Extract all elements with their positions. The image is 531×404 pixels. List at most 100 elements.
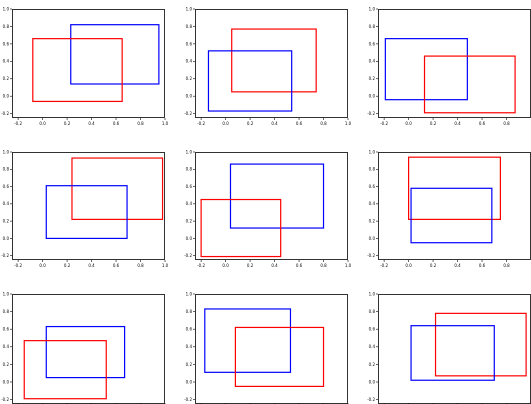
blue-box bbox=[204, 308, 292, 373]
blue-box bbox=[45, 325, 126, 379]
y-tick-label: 0.2 bbox=[369, 362, 376, 367]
y-tick-label: 0.2 bbox=[3, 362, 10, 367]
y-tick-label: 0.8 bbox=[186, 24, 193, 29]
y-tick-label: 0.2 bbox=[186, 76, 193, 81]
x-tick-label: 0.8 bbox=[503, 121, 510, 126]
x-tick-label: 0.2 bbox=[64, 263, 71, 268]
y-tick-label: -0.2 bbox=[367, 397, 375, 402]
y-tick-label: 1.0 bbox=[3, 6, 10, 11]
x-tick-label: 0.6 bbox=[113, 263, 120, 268]
x-tick-label: 0.6 bbox=[479, 121, 486, 126]
x-tick-label: 0.4 bbox=[88, 121, 95, 126]
axes-frame bbox=[378, 9, 531, 118]
box-group bbox=[384, 38, 516, 114]
y-tick-label: 0.2 bbox=[3, 219, 10, 224]
panel-6: -0.2 0.0 0.2 0.4 0.6 0.8 1.0 -0.2 0.0 0.2 0.4 0.6 0.… bbox=[367, 149, 531, 268]
panel-5: -0.2 0.0 0.2 0.4 0.6 0.8 1.0 -0.2 0.0 0.2 0.4 0.6 0.… bbox=[184, 149, 351, 268]
box-group bbox=[45, 157, 164, 239]
x-tick-label: 0.8 bbox=[320, 121, 327, 126]
x-tick-label: 0.0 bbox=[222, 121, 229, 126]
y-tick-label: 1.0 bbox=[369, 291, 376, 296]
y-tick-label: 0.6 bbox=[186, 184, 193, 189]
y-tick-label: 0.4 bbox=[186, 59, 193, 64]
x-tick-label: 0.4 bbox=[454, 121, 461, 126]
y-tick-label: 0.6 bbox=[3, 184, 10, 189]
y-tick-label: 0.6 bbox=[186, 327, 193, 332]
x-tick-label: 0.4 bbox=[271, 121, 278, 126]
y-tick-label: 0.8 bbox=[3, 24, 10, 29]
x-tick-label: -0.2 bbox=[380, 263, 388, 268]
red-box bbox=[200, 198, 282, 258]
y-tick-label: 1.0 bbox=[369, 149, 376, 154]
y-tick-label: 1.0 bbox=[3, 291, 10, 296]
y-tick-label: 0.4 bbox=[369, 201, 376, 206]
axes-frame bbox=[12, 294, 165, 404]
y-tick-label: 0.4 bbox=[3, 201, 10, 206]
x-tick-label: 0.8 bbox=[137, 121, 144, 126]
y-tick-label: 0.8 bbox=[186, 309, 193, 314]
y-tick-label: 0.8 bbox=[369, 24, 376, 29]
y-tick-label: -0.2 bbox=[1, 397, 9, 402]
y-tick-label: 0.2 bbox=[3, 76, 10, 81]
y-tick-label: 0.4 bbox=[369, 344, 376, 349]
panel-3: -0.2 0.0 0.2 0.4 0.6 0.8 1.0 -0.2 0.0 0.2 0.4 0.6 0.… bbox=[367, 6, 531, 126]
y-tick-label: 0.0 bbox=[3, 236, 10, 241]
panel-1: -0.2 0.0 0.2 0.4 0.6 0.8 1.0 -0.2 0.0 0.2 0.4 0.6 0.… bbox=[1, 6, 168, 126]
x-tick-label: 0.0 bbox=[405, 263, 412, 268]
axes-frame bbox=[195, 152, 348, 260]
y-tick-label: 0.0 bbox=[186, 379, 193, 384]
box-group bbox=[204, 308, 325, 388]
box-group bbox=[32, 24, 160, 103]
red-box bbox=[32, 38, 123, 103]
panel-4: -0.2 0.0 0.2 0.4 0.6 0.8 1.0 -0.2 0.0 0.2 0.4 0.6 0.… bbox=[1, 149, 168, 268]
y-tick-label: 0.4 bbox=[3, 59, 10, 64]
y-tick-label: 0.2 bbox=[369, 76, 376, 81]
y-tick-label: -0.2 bbox=[367, 253, 375, 258]
blue-box bbox=[229, 163, 325, 229]
red-box bbox=[23, 340, 107, 400]
x-tick-label: 0.8 bbox=[137, 263, 144, 268]
y-tick-label: 1.0 bbox=[186, 149, 193, 154]
y-tick-label: -0.2 bbox=[1, 111, 9, 116]
y-tick-label: -0.2 bbox=[184, 253, 192, 258]
x-tick-label: 0.2 bbox=[247, 263, 254, 268]
red-box bbox=[434, 312, 527, 377]
y-tick-label: 0.6 bbox=[369, 327, 376, 332]
red-box bbox=[408, 156, 502, 220]
x-tick-label: 0.0 bbox=[222, 263, 229, 268]
y-tick-label: 1.0 bbox=[186, 6, 193, 11]
blue-box bbox=[410, 187, 493, 244]
y-tick-label: 0.0 bbox=[369, 236, 376, 241]
x-tick-label: 1.0 bbox=[345, 121, 352, 126]
panel-9: -0.2 0.0 0.2 0.4 0.6 0.8 1.0 bbox=[367, 291, 531, 404]
x-tick-label: 0.6 bbox=[113, 121, 120, 126]
x-tick-label: 0.4 bbox=[271, 263, 278, 268]
x-tick-label: 0.2 bbox=[430, 121, 437, 126]
y-tick-label: 0.4 bbox=[186, 344, 193, 349]
box-group bbox=[207, 28, 317, 112]
y-tick-label: 0.6 bbox=[3, 327, 10, 332]
panel-7: -0.2 0.0 0.2 0.4 0.6 0.8 1.0 bbox=[1, 291, 166, 404]
x-tick-label: -0.2 bbox=[197, 121, 205, 126]
y-tick-label: 1.0 bbox=[369, 6, 376, 11]
x-tick-label: 0.6 bbox=[296, 263, 303, 268]
x-tick-label: 0.6 bbox=[479, 263, 486, 268]
blue-box bbox=[384, 38, 468, 101]
axes-frame bbox=[12, 9, 165, 118]
x-tick-label: 0.2 bbox=[430, 263, 437, 268]
x-tick-label: 0.8 bbox=[320, 263, 327, 268]
x-tick-label: 0.4 bbox=[454, 263, 461, 268]
y-tick-label: 0.8 bbox=[3, 309, 10, 314]
y-tick-label: -0.2 bbox=[1, 253, 9, 258]
panel-2: -0.2 0.0 0.2 0.4 0.6 0.8 1.0 -0.2 0.0 0.2 0.4 0.6 0.… bbox=[184, 6, 351, 126]
box-group bbox=[408, 156, 502, 244]
y-tick-label: -0.2 bbox=[184, 111, 192, 116]
axes-frame bbox=[378, 152, 531, 260]
y-tick-label: 0.6 bbox=[369, 41, 376, 46]
x-tick-label: 0.0 bbox=[405, 121, 412, 126]
y-tick-label: 1.0 bbox=[186, 291, 193, 296]
x-tick-label: 0.2 bbox=[64, 121, 71, 126]
y-tick-label: 0.2 bbox=[186, 219, 193, 224]
y-tick-label: 0.0 bbox=[3, 379, 10, 384]
box-group bbox=[410, 312, 527, 381]
